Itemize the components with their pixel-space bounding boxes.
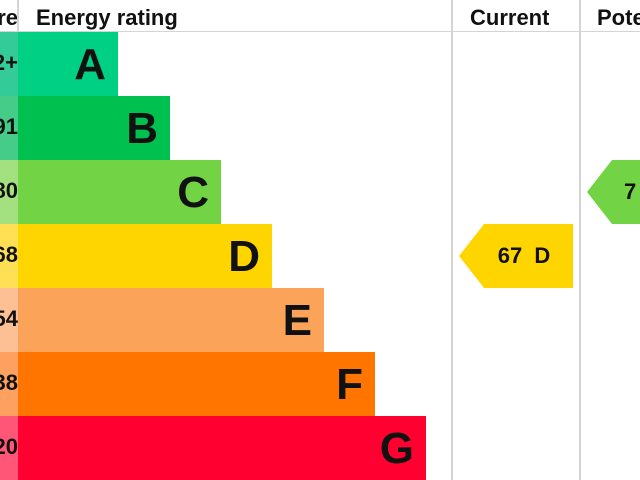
current-rating-label: 67 D	[497, 243, 551, 268]
score-range-label: 81-91	[0, 114, 18, 139]
rating-letter: D	[228, 232, 260, 281]
score-range-label: 39-54	[0, 306, 18, 331]
rating-bar-f: F	[18, 352, 375, 416]
rating-bar-g: G	[18, 416, 426, 480]
current-header: Current	[470, 5, 550, 30]
energy-rating-header: Energy rating	[36, 5, 178, 30]
rating-letter: A	[74, 40, 106, 89]
score-range-g: 1-20	[0, 416, 18, 480]
score-range-f: 21-38	[0, 352, 18, 416]
potential-rating-arrow: 7	[587, 160, 640, 224]
rating-bar-b: B	[18, 96, 170, 160]
score-range-a: 92+	[0, 32, 18, 96]
score-range-d: 55-68	[0, 224, 18, 288]
rating-letter: B	[126, 104, 158, 153]
column-divider	[579, 0, 581, 480]
score-range-e: 39-54	[0, 288, 18, 352]
column-divider	[451, 0, 453, 480]
rating-letter: C	[177, 168, 209, 217]
score-range-label: 1-20	[0, 434, 18, 459]
header-divider	[0, 31, 640, 32]
score-range-c: 69-80	[0, 160, 18, 224]
rating-letter: F	[336, 360, 363, 409]
rating-letter: G	[379, 424, 414, 473]
rating-bar-d: D	[18, 224, 272, 288]
score-header: Score	[0, 5, 18, 30]
score-range-b: 81-91	[0, 96, 18, 160]
rating-bar-a: A	[18, 32, 118, 96]
score-range-label: 92+	[0, 50, 18, 75]
rating-bar-c: C	[18, 160, 221, 224]
score-range-label: 21-38	[0, 370, 18, 395]
current-rating-arrow: 67 D	[459, 224, 573, 288]
rating-letter: E	[282, 296, 312, 345]
potential-header: Potential	[597, 5, 640, 30]
score-range-label: 69-80	[0, 178, 18, 203]
rating-bar-e: E	[18, 288, 324, 352]
potential-rating-label: 7	[624, 179, 637, 204]
score-range-label: 55-68	[0, 242, 18, 267]
